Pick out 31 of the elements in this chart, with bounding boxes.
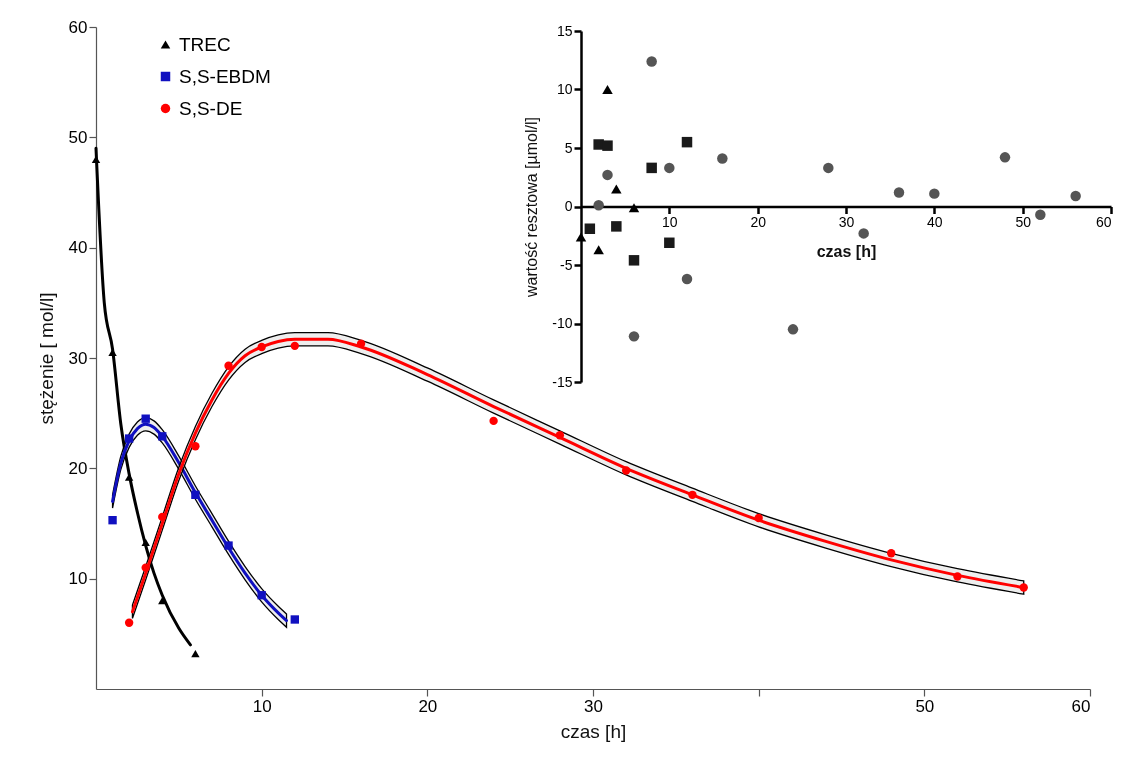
y-tick-label: -5 — [560, 256, 573, 273]
x-tick-label: 20 — [750, 214, 767, 230]
y-tick-label: 15 — [556, 22, 573, 39]
y-tick-label: -15 — [552, 373, 573, 390]
x-tick-label: 10 — [662, 214, 678, 230]
x-tick-label: 10 — [252, 696, 272, 716]
y-axis-title: wartość resztowa [µmol/l] — [523, 117, 541, 298]
x-tick-label: 20 — [418, 696, 438, 716]
x-axis-title: czas [h] — [560, 720, 627, 742]
y-axis-title: stężenie [ mol/l] — [35, 292, 57, 425]
legend-label: TREC — [179, 33, 231, 55]
y-tick-label: 10 — [556, 81, 573, 97]
legend-label: S,S-EBDM — [179, 65, 271, 87]
x-tick-label: 30 — [838, 214, 855, 230]
y-tick-label: 50 — [68, 127, 88, 147]
y-tick-label: 20 — [68, 458, 88, 478]
y-tick-label: 10 — [68, 569, 88, 589]
x-tick-label: 30 — [584, 696, 603, 716]
legend-label: S,S-DE — [179, 97, 243, 119]
x-tick-label: 50 — [1015, 214, 1032, 230]
y-tick-label: 30 — [68, 348, 88, 368]
x-tick-label: 60 — [1095, 214, 1112, 230]
x-tick-label: 50 — [915, 696, 935, 716]
y-tick-label: 0 — [564, 198, 573, 214]
x-axis-title: czas [h] — [816, 243, 877, 260]
y-tick-label: 5 — [564, 139, 573, 156]
y-tick-label: 60 — [68, 17, 88, 37]
x-tick-label: 40 — [927, 214, 943, 230]
y-tick-label: 40 — [68, 238, 88, 258]
y-tick-label: -10 — [552, 315, 573, 331]
x-tick-label: 60 — [1071, 696, 1091, 716]
